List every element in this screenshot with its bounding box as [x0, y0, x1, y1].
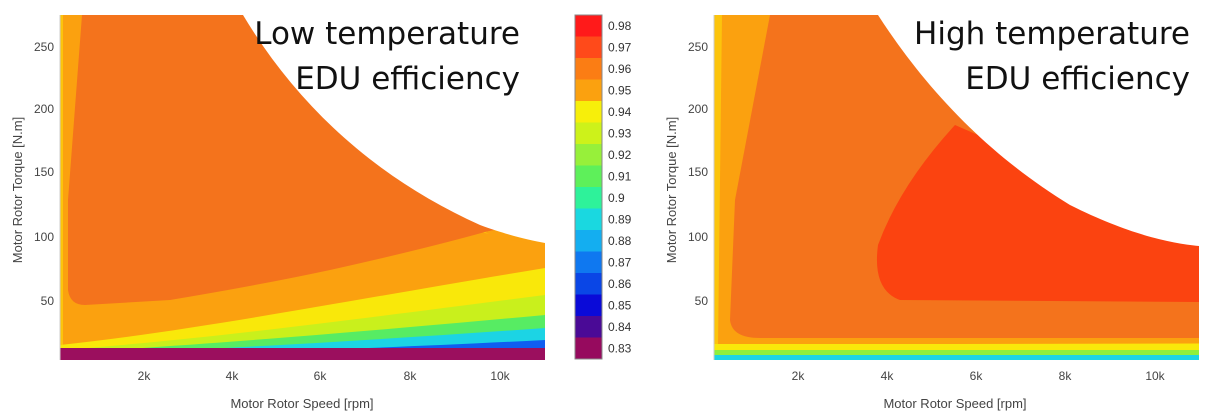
overlay-title-line2-high: EDU efficiency	[965, 61, 1190, 97]
colorbar-tick-label: 0.89	[608, 212, 632, 226]
colorbar-tick-label: 0.85	[608, 298, 632, 312]
chart-high-temperature: 250 200 150 100 50 2k 4k 6k 8k 10k Motor…	[664, 15, 1199, 411]
colorbar-cell	[575, 230, 602, 252]
y-ticks-low: 250 200 150 100 50	[34, 40, 54, 308]
y-tick-label: 100	[688, 230, 708, 244]
y-tick-label: 50	[41, 294, 55, 308]
colorbar-tick-label: 0.98	[608, 19, 632, 33]
colorbar-cell	[575, 79, 602, 102]
colorbar-tick-label: 0.95	[608, 83, 632, 97]
colorbar-tick-label: 0.94	[608, 105, 632, 119]
x-tick-label: 10k	[1145, 369, 1165, 383]
contour-map-high	[714, 15, 1199, 360]
chart-low-temperature: 250 200 150 100 50 2k 4k 6k 8k 10k Motor…	[10, 15, 545, 411]
x-tick-label: 2k	[138, 369, 152, 383]
colorbar-cell	[575, 165, 602, 188]
y-tick-label: 250	[688, 40, 708, 54]
colorbar-cell	[575, 58, 602, 80]
x-tick-label: 4k	[226, 369, 240, 383]
colorbar-cell	[575, 337, 602, 360]
y-tick-label: 150	[34, 165, 54, 179]
colorbar-labels: 0.98 0.97 0.96 0.95 0.94 0.93 0.92 0.91 0.9 0.89 0…	[608, 19, 632, 356]
colorbar-cell	[575, 294, 602, 317]
y-tick-label: 250	[34, 40, 54, 54]
colorbar-tick-label: 0.91	[608, 169, 632, 183]
colorbar-cell	[575, 316, 602, 338]
x-tick-label: 10k	[490, 369, 510, 383]
x-axis-title-high: Motor Rotor Speed [rpm]	[883, 396, 1026, 411]
x-tick-label: 6k	[314, 369, 328, 383]
colorbar-tick-label: 0.97	[608, 40, 632, 54]
colorbar-cell	[575, 101, 602, 123]
colorbar-tick-label: 0.92	[608, 148, 632, 162]
colorbar-cell	[575, 36, 602, 59]
colorbar-cell	[575, 251, 602, 274]
y-axis-title-low: Motor Rotor Torque [N.m]	[10, 117, 25, 263]
x-tick-label: 8k	[1059, 369, 1073, 383]
colorbar-tick-label: 0.87	[608, 255, 632, 269]
colorbar-cell	[575, 187, 602, 209]
colorbar-cells	[574, 14, 603, 360]
y-tick-label: 50	[695, 294, 709, 308]
colorbar-tick-label: 0.93	[608, 126, 632, 140]
x-tick-label: 6k	[970, 369, 984, 383]
x-tick-label: 4k	[881, 369, 895, 383]
overlay-title-line2-low: EDU efficiency	[295, 61, 520, 97]
colorbar-border	[574, 14, 603, 360]
x-ticks-low: 2k 4k 6k 8k 10k	[138, 369, 511, 383]
colorbar-cell	[575, 144, 602, 166]
x-tick-label: 2k	[792, 369, 806, 383]
overlay-title-line1-high: High temperature	[914, 16, 1190, 52]
colorbar-tick-label: 0.88	[608, 234, 632, 248]
y-axis-title-high: Motor Rotor Torque [N.m]	[664, 117, 679, 263]
x-ticks-high: 2k 4k 6k 8k 10k	[792, 369, 1166, 383]
colorbar-cell	[575, 122, 602, 145]
x-axis-title-low: Motor Rotor Speed [rpm]	[230, 396, 373, 411]
colorbar-tick-label: 0.86	[608, 277, 632, 291]
colorbar-tick-label: 0.83	[608, 341, 632, 355]
contour-map-low	[60, 15, 545, 360]
colorbar-cell	[575, 273, 602, 295]
colorbar-tick-label: 0.96	[608, 62, 632, 76]
x-tick-label: 8k	[404, 369, 418, 383]
colorbar-tick-label: 0.84	[608, 320, 632, 334]
colorbar: 0.98 0.97 0.96 0.95 0.94 0.93 0.92 0.91 0.9 0.89 0…	[574, 14, 632, 360]
colorbar-cell	[575, 15, 602, 37]
y-tick-label: 150	[688, 165, 708, 179]
colorbar-cell	[575, 208, 602, 231]
overlay-title-line1-low: Low temperature	[254, 16, 520, 52]
y-tick-label: 100	[34, 230, 54, 244]
y-tick-label: 200	[688, 102, 708, 116]
colorbar-tick-label: 0.9	[608, 191, 625, 205]
y-tick-label: 200	[34, 102, 54, 116]
y-ticks-high: 250 200 150 100 50	[688, 40, 708, 308]
